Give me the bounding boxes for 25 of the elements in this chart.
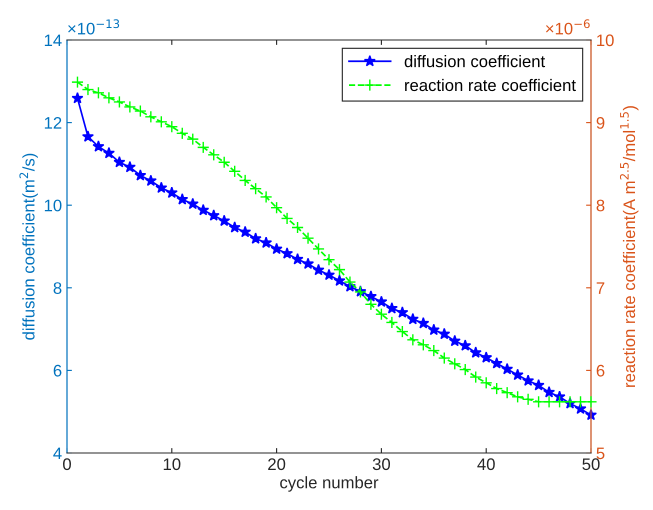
y-tick-label: 14 <box>44 34 62 46</box>
y2-tick-label: 5 <box>596 448 604 460</box>
y-tick-label: 8 <box>54 282 62 294</box>
x-tick-label: 20 <box>268 458 286 470</box>
text: ×10$^{−13}$ <box>68 19 120 35</box>
y2-tick-label: 10 <box>597 34 614 46</box>
y2-tick-label: 6 <box>596 364 604 377</box>
text: ×10$^{−6}$ <box>546 19 590 35</box>
y-axis-title: diffusion coefficient(m$^{2}$/s) <box>19 154 38 340</box>
x-axis-title: cycle number <box>280 476 378 492</box>
legend-label: reaction rate coefficient <box>405 78 576 92</box>
y-tick-label: 6 <box>54 364 62 377</box>
y2-tick-label: 8 <box>596 200 604 212</box>
x-tick-label: 30 <box>372 458 390 470</box>
y2-tick-label: 9 <box>596 117 604 129</box>
y-tick-label: 12 <box>44 117 62 129</box>
x-tick-label: 10 <box>164 458 180 470</box>
legend-label: diffusion coefficient <box>404 55 546 68</box>
x-tick-label: 0 <box>63 458 71 470</box>
y-tick-label: 10 <box>44 200 62 212</box>
y-tick-label: 4 <box>53 448 62 460</box>
y2-tick-label: 7 <box>596 282 604 294</box>
x-tick-label: 40 <box>477 458 495 470</box>
y2-axis-title: reaction rate coefficient(A m$^{2.5}$/mol$^{1.5}$) <box>620 106 638 387</box>
x-tick-label: 50 <box>582 458 600 470</box>
